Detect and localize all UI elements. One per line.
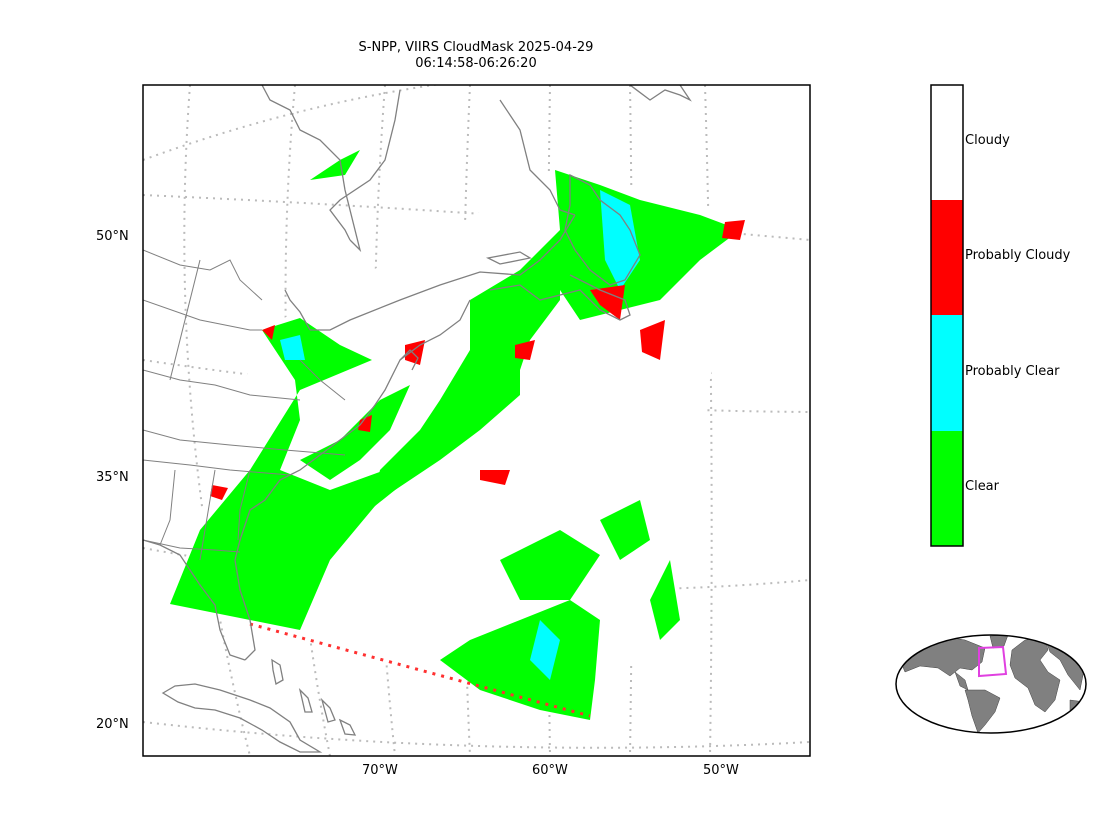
inset-frame xyxy=(895,634,1087,734)
lon-label-70w: 70°W xyxy=(362,763,398,778)
labrador-coast xyxy=(261,85,362,253)
inset-australia xyxy=(1069,699,1086,717)
probably-cloudy-9 xyxy=(722,220,745,240)
map-panel xyxy=(143,85,810,756)
map-time-range: 06:14:58-06:26:20 xyxy=(415,56,537,71)
probably-cloudy-8 xyxy=(358,415,372,432)
clear-streak-ne xyxy=(600,500,650,560)
florida-east xyxy=(234,559,256,661)
anticosti xyxy=(485,251,532,265)
maine-coast xyxy=(359,299,471,426)
map-frame xyxy=(142,84,811,757)
clear-region-west xyxy=(170,318,520,630)
colorbar-clear xyxy=(931,431,963,546)
quebec-coast xyxy=(499,99,576,216)
cloud-mask-swath xyxy=(170,150,745,720)
inset-globe xyxy=(895,634,1087,734)
clear-streak-east xyxy=(650,560,680,640)
bahamas-1 xyxy=(271,658,284,686)
inset-swath-box xyxy=(978,645,1008,678)
st-lawrence xyxy=(284,289,311,331)
probably-clear-2 xyxy=(530,620,560,680)
colorbar-cloudy xyxy=(931,85,963,200)
parallel-55n xyxy=(143,85,441,161)
probably-cloudy-6 xyxy=(405,340,425,365)
inset-south-america xyxy=(964,689,1001,733)
bahamas-3 xyxy=(320,697,336,723)
gulf-coast-north xyxy=(310,214,576,331)
probably-clear-1 xyxy=(600,190,640,290)
clear-north-island xyxy=(310,150,360,180)
probably-cloudy-1 xyxy=(590,285,625,320)
east-coast xyxy=(234,424,361,561)
cuba xyxy=(161,683,323,753)
colorbar-label-probably-clear: Probably Clear xyxy=(965,364,1060,379)
probably-clear-3 xyxy=(280,335,305,360)
colorbar-label-clear: Clear xyxy=(965,479,999,494)
colorbar-frame xyxy=(930,84,964,547)
probably-cloudy-3 xyxy=(480,470,510,485)
bahamas-2 xyxy=(298,687,313,713)
colorbar-probably-cloudy xyxy=(931,200,963,315)
labrador-coast-east xyxy=(329,89,401,241)
nova-scotia xyxy=(489,274,631,321)
map-title: S-NPP, VIIRS CloudMask 2025-04-29 xyxy=(358,40,594,55)
parallel-20n xyxy=(143,721,810,749)
colorbar xyxy=(930,84,964,547)
colorbar-label-probably-cloudy: Probably Cloudy xyxy=(965,248,1071,263)
lat-label-35n: 35°N xyxy=(96,470,129,485)
probably-cloudy-2 xyxy=(640,320,665,360)
colorbar-label-cloudy: Cloudy xyxy=(965,133,1010,148)
greenland-tip xyxy=(629,85,692,102)
clear-region-central xyxy=(370,230,560,510)
colorbar-probably-clear xyxy=(931,315,963,431)
lat-label-20n: 20°N xyxy=(96,717,129,732)
clear-region-south xyxy=(440,600,600,720)
meridian-50w xyxy=(704,85,713,756)
state-borders xyxy=(143,249,346,561)
bahamas-4 xyxy=(338,718,357,736)
lon-label-60w: 60°W xyxy=(532,763,568,778)
lat-label-50n: 50°N xyxy=(96,229,129,244)
clear-region-mid xyxy=(500,530,600,600)
lon-label-50w: 50°W xyxy=(703,763,739,778)
newfoundland xyxy=(564,173,641,286)
cape-cod xyxy=(399,349,419,371)
probably-cloudy-5 xyxy=(210,485,228,500)
coastlines xyxy=(143,85,692,753)
probably-cloudy-7 xyxy=(262,325,275,340)
inset-central-america xyxy=(954,671,969,691)
probably-cloudy-4 xyxy=(515,340,535,360)
clear-region-coast xyxy=(300,385,410,480)
florida-west xyxy=(143,539,246,661)
